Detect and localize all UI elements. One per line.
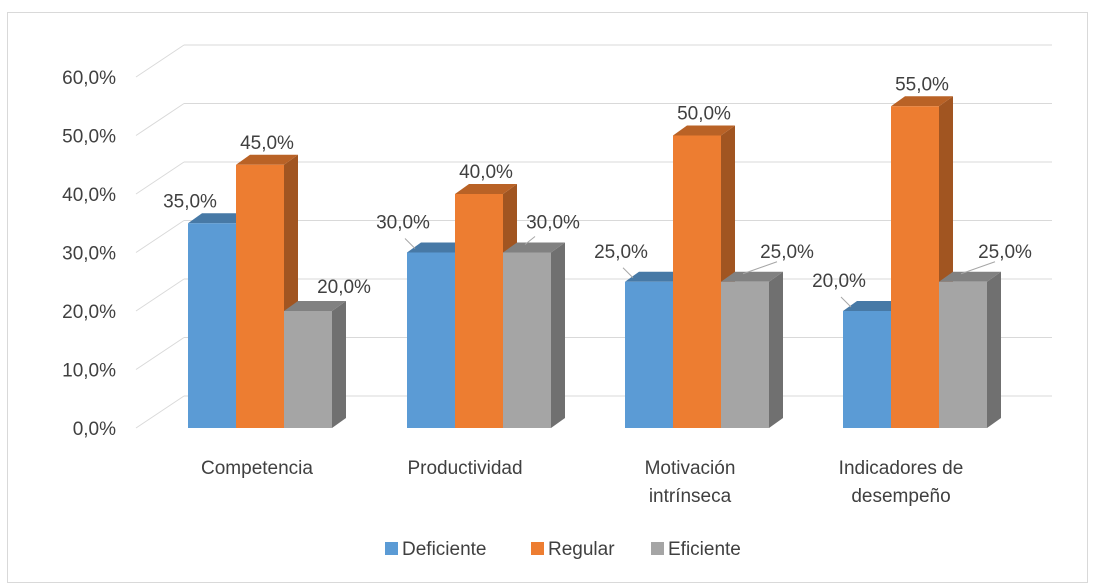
legend-label-eficiente: Eficiente bbox=[668, 539, 741, 560]
y-tick-label: 60,0% bbox=[62, 68, 116, 89]
bar-regular bbox=[673, 135, 721, 428]
x-axis-category-labels: Competencia Productividad Motivación intrín… bbox=[201, 458, 963, 507]
data-label: 35,0% bbox=[163, 191, 217, 212]
x-category-label: Indicadores de bbox=[839, 458, 964, 479]
x-category-label: desempeño bbox=[851, 486, 950, 507]
bar-side-eficiente bbox=[987, 271, 1001, 428]
leader-line bbox=[622, 267, 634, 279]
y-tick-label: 50,0% bbox=[62, 127, 116, 148]
leader-line bbox=[742, 261, 778, 275]
bar-side-eficiente bbox=[332, 301, 346, 428]
data-label: 30,0% bbox=[526, 213, 580, 234]
y-tick-label: 20,0% bbox=[62, 302, 116, 323]
bar-top-deficiente bbox=[625, 271, 687, 282]
data-label: 25,0% bbox=[594, 242, 648, 263]
bar-top-deficiente bbox=[843, 301, 905, 311]
legend-swatch-eficiente bbox=[651, 542, 664, 555]
gridline-diagonal bbox=[135, 103, 185, 136]
bar-top-eficiente bbox=[939, 271, 1001, 282]
legend: Deficiente Regular Eficiente bbox=[385, 539, 741, 560]
leader-line bbox=[840, 296, 852, 308]
leader-line bbox=[960, 261, 996, 275]
data-label: 55,0% bbox=[895, 74, 949, 95]
bar-eficiente bbox=[939, 281, 987, 428]
data-label: 45,0% bbox=[240, 133, 294, 154]
y-tick-label: 40,0% bbox=[62, 185, 116, 206]
gridline-diagonal bbox=[135, 278, 185, 312]
bar-top-eficiente bbox=[503, 242, 565, 253]
bar-top-regular bbox=[236, 154, 298, 165]
gridline-diagonal bbox=[135, 220, 185, 253]
y-tick-label: 30,0% bbox=[62, 244, 116, 265]
data-labels: 35,0% 45,0% 20,0% 30,0% 40,0% 30,0% 25,0% 50,0%… bbox=[163, 74, 1032, 308]
bar-eficiente bbox=[284, 311, 332, 428]
bar-regular bbox=[455, 194, 503, 428]
data-label: 20,0% bbox=[812, 271, 866, 292]
gridline-diagonal bbox=[135, 395, 185, 429]
bar-side-eficiente bbox=[551, 242, 565, 428]
bar-top-deficiente bbox=[188, 213, 250, 224]
x-category-label: Productividad bbox=[407, 458, 522, 479]
gridline-diagonal bbox=[135, 161, 185, 195]
bar-regular bbox=[891, 106, 939, 428]
bar-eficiente bbox=[721, 281, 769, 428]
leader-line bbox=[404, 238, 416, 249]
x-category-label: intrínseca bbox=[649, 486, 732, 507]
bar-regular bbox=[236, 164, 284, 428]
x-category-label: Competencia bbox=[201, 458, 313, 479]
gridline-diagonal bbox=[135, 337, 185, 370]
leader-line bbox=[524, 236, 536, 245]
bar-top-eficiente bbox=[721, 271, 783, 282]
y-axis-tick-labels: 0,0% 10,0% 20,0% 30,0% 40,0% 50,0% 60,0% bbox=[62, 68, 116, 440]
legend-label-regular: Regular bbox=[548, 539, 615, 560]
bars bbox=[188, 96, 1001, 428]
bar-side-eficiente bbox=[769, 271, 783, 428]
bar-top-regular bbox=[455, 184, 517, 194]
data-label: 50,0% bbox=[677, 104, 731, 125]
bar-deficiente bbox=[188, 223, 236, 428]
gridline-diagonal bbox=[135, 44, 185, 78]
bar-deficiente bbox=[843, 311, 891, 428]
y-tick-label: 10,0% bbox=[62, 361, 116, 382]
bar-deficiente bbox=[625, 281, 673, 428]
bar-top-regular bbox=[673, 125, 735, 136]
legend-label-deficiente: Deficiente bbox=[402, 539, 487, 560]
data-label: 40,0% bbox=[459, 162, 513, 183]
bar-top-regular bbox=[891, 96, 953, 107]
y-tick-label: 0,0% bbox=[73, 419, 116, 440]
data-label: 20,0% bbox=[317, 277, 371, 298]
data-label: 30,0% bbox=[376, 213, 430, 234]
x-category-label: Motivación bbox=[645, 458, 736, 479]
bar-top-eficiente bbox=[284, 301, 346, 311]
legend-swatch-regular bbox=[531, 542, 544, 555]
bar-eficiente bbox=[503, 252, 551, 428]
bar-top-deficiente bbox=[407, 242, 469, 253]
bar-deficiente bbox=[407, 252, 455, 428]
data-label: 25,0% bbox=[978, 242, 1032, 263]
data-label: 25,0% bbox=[760, 242, 814, 263]
legend-swatch-deficiente bbox=[385, 542, 398, 555]
